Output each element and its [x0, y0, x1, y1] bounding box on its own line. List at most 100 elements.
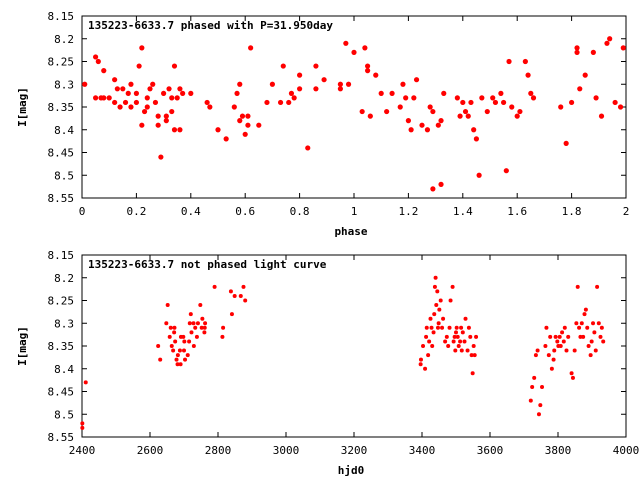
data-point [158, 154, 164, 160]
data-point [256, 122, 262, 128]
data-point [501, 99, 507, 106]
data-point [533, 353, 538, 358]
data-point [288, 90, 295, 96]
y-tick-label: 8.55 [48, 192, 75, 205]
data-point [522, 58, 528, 65]
data-point [117, 104, 123, 110]
data-point [174, 95, 180, 101]
data-point [574, 49, 580, 56]
data-point [468, 99, 474, 106]
data-point [462, 108, 469, 115]
data-point [229, 312, 234, 317]
y-tick-label: 8.15 [48, 249, 75, 262]
data-point [437, 307, 442, 312]
y-tick-label: 8.4 [54, 363, 74, 376]
data-point [432, 312, 437, 317]
y-tick-label: 8.45 [48, 386, 75, 399]
data-point [367, 113, 373, 119]
data-point [562, 325, 567, 330]
data-point [586, 344, 591, 348]
data-point [207, 104, 213, 110]
data-point [558, 344, 563, 348]
y-tick-label: 8.3 [54, 317, 74, 330]
data-point [175, 353, 180, 358]
data-point [468, 334, 473, 339]
data-point [182, 339, 187, 344]
data-point [424, 334, 429, 339]
data-point [498, 90, 504, 96]
data-point [234, 90, 240, 96]
data-point [418, 357, 423, 362]
data-point [552, 348, 557, 353]
data-point [191, 344, 196, 348]
data-point [465, 113, 471, 119]
data-point [438, 118, 444, 124]
data-point [440, 325, 445, 330]
data-point [193, 325, 198, 330]
data-point [188, 312, 193, 317]
data-point [245, 122, 251, 128]
y-tick-label: 8.5 [54, 408, 74, 421]
data-point [588, 353, 593, 358]
data-point [560, 330, 565, 335]
data-point [82, 81, 88, 87]
data-point [171, 127, 178, 133]
data-point [434, 303, 439, 308]
data-point [187, 321, 192, 326]
chart-panel-2: 2400 2600 2800 3000 3200 3400 3600 3800 4000 8.15… [16, 249, 639, 477]
data-point [454, 95, 460, 101]
x-tick-label: 0 [79, 205, 86, 218]
data-point [337, 81, 343, 87]
data-point [173, 339, 178, 344]
data-point [245, 113, 251, 119]
data-point [166, 86, 172, 92]
data-point [460, 330, 465, 335]
data-point [106, 95, 112, 101]
data-point [239, 113, 246, 119]
data-point [570, 375, 575, 380]
data-point [435, 325, 440, 330]
data-point [144, 95, 150, 101]
data-point [95, 58, 101, 65]
data-point [345, 81, 352, 87]
data-point [589, 339, 594, 344]
data-point [433, 275, 438, 280]
data-point [577, 86, 583, 92]
x-tick-label: 3600 [477, 444, 504, 457]
data-point [286, 99, 292, 106]
data-point [83, 380, 88, 385]
data-point [470, 371, 475, 376]
data-point [305, 145, 311, 151]
data-point [189, 330, 194, 335]
x-tick-label: 2 [623, 205, 630, 218]
data-point [384, 108, 390, 115]
chart-panel-1: 0 0.2 0.4 0.6 0.8 1 1.2 1.4 1.6 1.8 2 8.15 8.2 8.25 8.… [16, 10, 629, 238]
data-point [456, 344, 461, 348]
data-point [574, 321, 579, 326]
data-point [427, 339, 432, 344]
data-point [220, 334, 225, 339]
data-point [297, 72, 303, 78]
data-point [582, 72, 588, 78]
data-point [174, 357, 179, 362]
data-point [448, 298, 453, 303]
data-point [359, 108, 365, 115]
data-point [566, 334, 571, 339]
data-point [596, 321, 601, 326]
data-point [269, 81, 275, 87]
data-point [171, 63, 178, 69]
data-point [453, 348, 458, 353]
x-tick-label: 0.6 [235, 205, 255, 218]
data-point [171, 348, 176, 353]
x-tick-label: 1.6 [507, 205, 527, 218]
data-point [593, 348, 598, 353]
data-point [517, 108, 523, 115]
data-point [195, 321, 200, 326]
y-tick-label: 8.45 [48, 147, 75, 160]
data-point [484, 108, 490, 115]
data-point [607, 36, 613, 42]
data-point [187, 339, 192, 344]
data-point [447, 325, 452, 330]
y-tick-label: 8.25 [48, 56, 75, 69]
